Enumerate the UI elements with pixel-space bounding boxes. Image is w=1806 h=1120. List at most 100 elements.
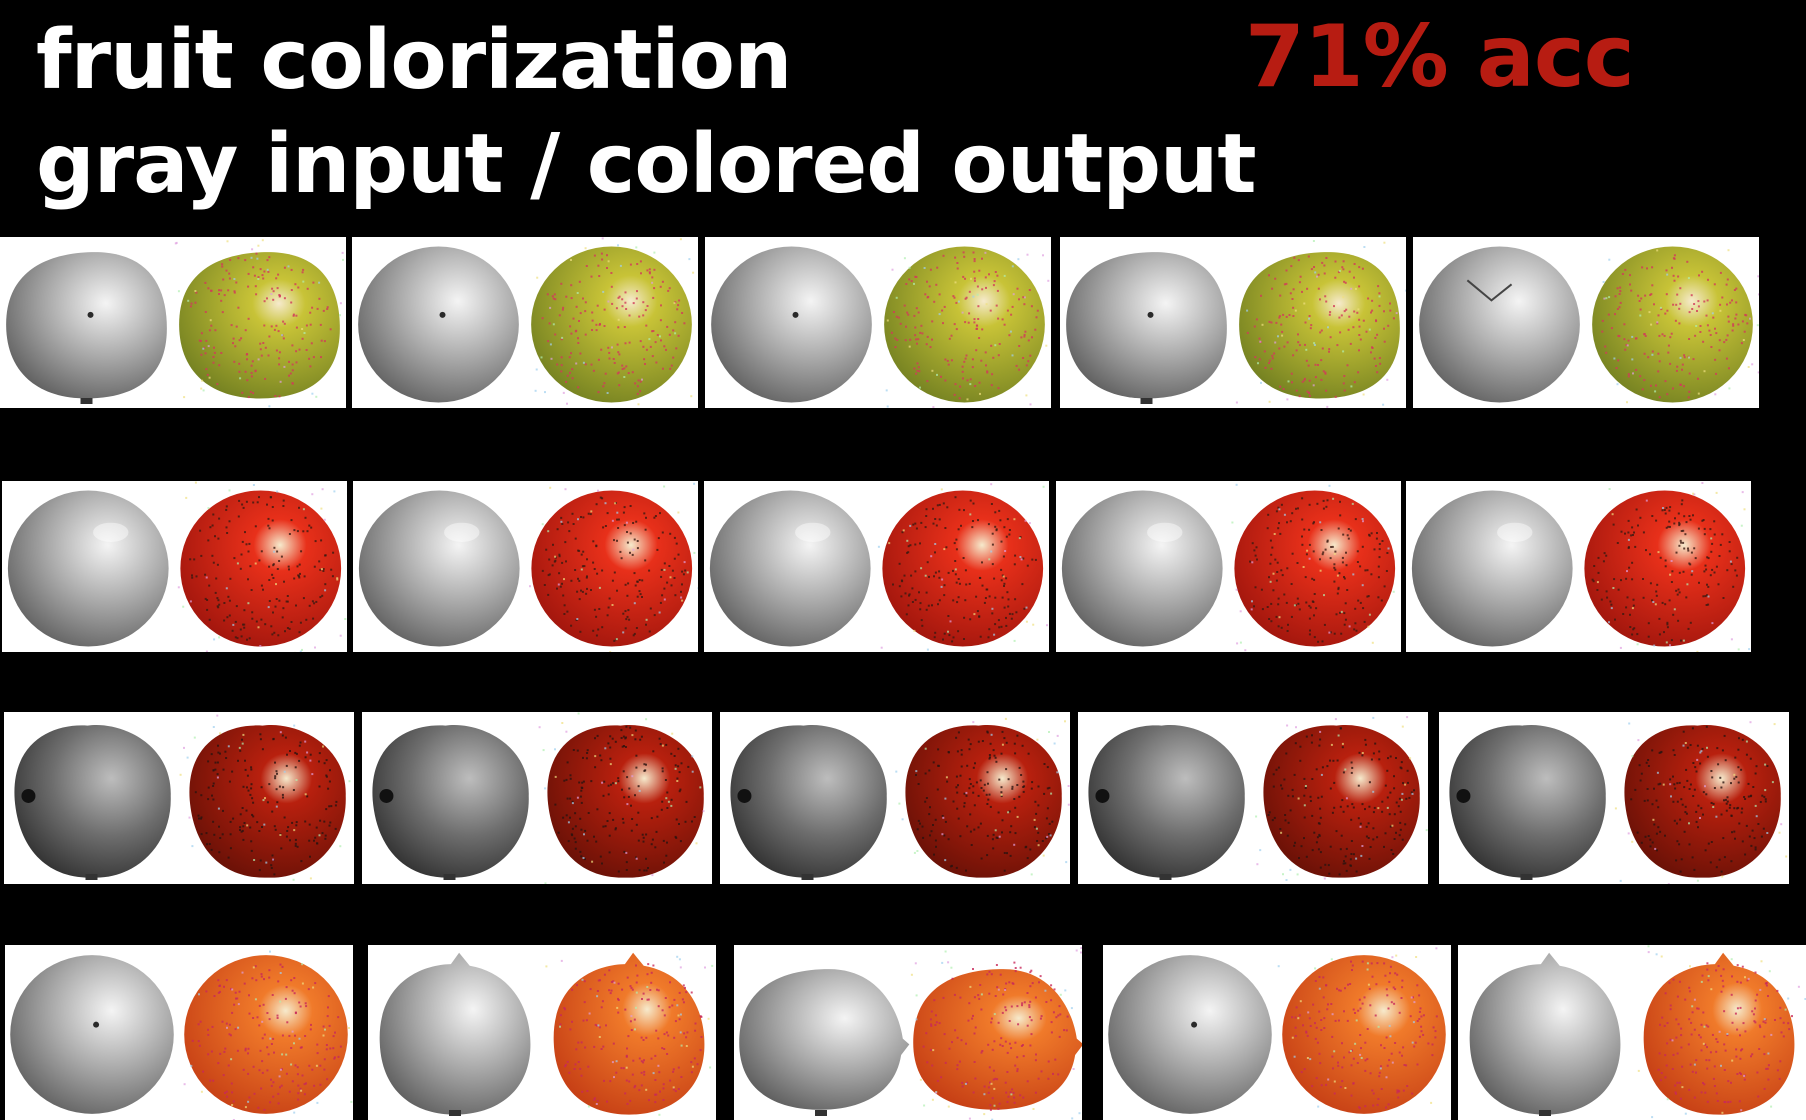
speckles xyxy=(1614,721,1788,884)
colored-fruit xyxy=(905,724,1062,878)
speckles xyxy=(179,714,351,881)
stem-base xyxy=(443,874,456,880)
fruit-pair-row4-col2 xyxy=(368,945,716,1120)
colored-fruit xyxy=(1282,955,1446,1114)
fruit-pair-row3-col1 xyxy=(4,712,354,884)
fruit-pair-image xyxy=(739,947,1082,1120)
fruit-pair-row4-col1 xyxy=(5,945,353,1120)
colored-fruit xyxy=(547,724,704,878)
colored-fruit xyxy=(553,952,705,1115)
colored-fruit xyxy=(179,252,340,399)
fruit-pair-row2-col5 xyxy=(1406,481,1751,652)
fruit-pair-row1-col3 xyxy=(705,237,1051,408)
fruit-pair-image xyxy=(711,246,1050,408)
calyx-mark xyxy=(1456,788,1471,803)
fruit-pair-image xyxy=(358,237,695,406)
gray-fruit xyxy=(1469,952,1621,1115)
fruit-pair-image xyxy=(1108,947,1446,1114)
colored-fruit xyxy=(1624,724,1781,878)
fruit-pair-image xyxy=(1449,721,1788,884)
fruit-pair-row1-col4 xyxy=(1060,237,1406,408)
stem-base xyxy=(1140,398,1153,404)
gray-fruit xyxy=(739,969,910,1110)
fruit-pair-row2-col1 xyxy=(2,481,347,652)
gray-fruit xyxy=(711,246,872,403)
fruit-pair-image xyxy=(14,714,351,881)
gray-fruit xyxy=(372,724,529,878)
highlight xyxy=(1497,522,1533,542)
fruit-pair-row3-col3 xyxy=(720,712,1070,884)
fruit-pair-row2-col4 xyxy=(1056,481,1401,652)
fruit-pair-row3-col4 xyxy=(1078,712,1428,884)
fruit-pair-row3-col2 xyxy=(362,712,712,884)
speckles xyxy=(1637,945,1806,1119)
gray-fruit xyxy=(1449,724,1606,878)
highlight xyxy=(444,522,480,542)
fruit-pair-row1-col5 xyxy=(1413,237,1759,408)
fruit-pair-image xyxy=(730,717,1070,880)
gray-fruit xyxy=(1088,724,1245,878)
accuracy-label: 71% acc xyxy=(1245,7,1635,107)
colored-fruit xyxy=(884,246,1045,403)
speckles xyxy=(529,482,698,652)
fruit-pair-row4-col5 xyxy=(1458,945,1806,1120)
stem-mark xyxy=(1147,311,1154,318)
fruit-pair-row1-col2 xyxy=(352,237,698,408)
highlight xyxy=(93,522,129,542)
gray-fruit xyxy=(730,724,887,878)
speckles xyxy=(174,239,344,408)
colored-fruit xyxy=(1234,490,1396,647)
gray-fruit xyxy=(7,490,169,647)
speckles xyxy=(895,717,1070,876)
stem-mark xyxy=(1191,1021,1198,1028)
fruit-pair-image xyxy=(10,950,353,1120)
fruit-pair-row1-col1 xyxy=(0,237,346,408)
gray-fruit xyxy=(358,490,520,647)
speckles xyxy=(1601,249,1759,404)
colored-fruit xyxy=(531,246,692,403)
gray-fruit xyxy=(379,952,531,1115)
gray-fruit xyxy=(709,490,871,647)
gray-fruit xyxy=(1061,490,1223,647)
speckles xyxy=(534,237,695,406)
stem-base xyxy=(801,874,814,880)
fruit-pair-image xyxy=(709,483,1048,651)
fruit-pair-image xyxy=(1088,716,1428,881)
gray-fruit xyxy=(1411,490,1573,647)
fruit-pair-image xyxy=(6,239,344,408)
gray-fruit xyxy=(1066,252,1227,399)
fruit-pair-image xyxy=(1411,482,1751,652)
colored-fruit xyxy=(1643,952,1795,1115)
figure-title: fruit colorization xyxy=(36,13,792,108)
fruit-pair-image xyxy=(358,482,698,652)
stem-mark xyxy=(792,311,799,318)
gray-fruit xyxy=(358,246,519,403)
colored-fruit xyxy=(531,490,693,647)
calyx-mark xyxy=(737,788,752,803)
stem-mark xyxy=(87,311,94,318)
colored-fruit xyxy=(882,490,1044,647)
stem-base xyxy=(815,1110,827,1116)
fruit-pair-image xyxy=(379,952,714,1116)
fruit-pair-image xyxy=(1061,483,1396,652)
figure-subtitle: gray input / colored output xyxy=(36,117,1257,212)
colored-fruit xyxy=(180,490,342,647)
calyx-mark xyxy=(1095,788,1110,803)
fruit-pair-row3-col5 xyxy=(1439,712,1789,884)
fruit-pair-image xyxy=(7,481,347,652)
colored-fruit xyxy=(913,969,1082,1110)
calyx-mark xyxy=(379,788,394,803)
colored-fruit xyxy=(1592,246,1753,403)
speckles xyxy=(885,251,1050,408)
stem-base xyxy=(1539,1110,1551,1116)
stem-base xyxy=(1159,874,1172,880)
speckles xyxy=(910,947,1082,1120)
stem-base xyxy=(1520,874,1533,880)
fruit-pair-image xyxy=(372,712,705,884)
fruit-pair-image xyxy=(1419,246,1759,404)
highlight xyxy=(795,522,831,542)
speckles xyxy=(1255,716,1428,881)
colored-fruit xyxy=(1263,724,1420,878)
gray-fruit xyxy=(1108,955,1272,1114)
